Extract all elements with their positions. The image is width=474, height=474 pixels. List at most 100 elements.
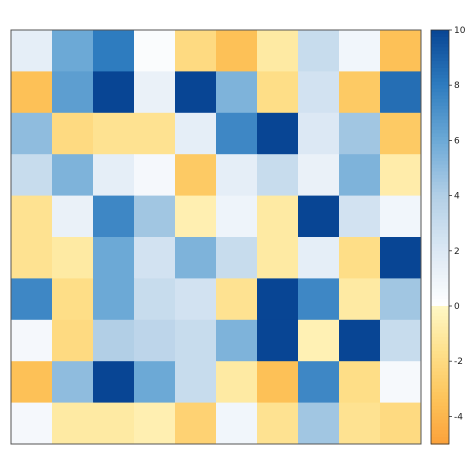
colorbar-segment	[431, 33, 449, 38]
heatmap-cell	[380, 30, 422, 72]
colorbar-segment	[431, 381, 449, 386]
colorbar-segment	[431, 323, 449, 328]
colorbar-segment	[431, 188, 449, 193]
heatmap-cell	[298, 237, 340, 279]
colorbar-segment	[431, 409, 449, 414]
heatmap-cell	[175, 195, 217, 238]
colorbar-segment	[431, 92, 449, 97]
heatmap-cell	[52, 30, 94, 72]
heatmap-cell	[93, 319, 135, 362]
colorbar-tick-label: 2	[454, 247, 460, 257]
heatmap-cell	[257, 237, 299, 279]
colorbar-segment	[431, 426, 449, 431]
colorbar-segment	[431, 257, 449, 262]
colorbar-segment	[431, 143, 449, 148]
heatmap-cells	[11, 30, 422, 445]
colorbar-segment	[431, 281, 449, 286]
colorbar-segment	[431, 88, 449, 93]
colorbar-segment	[431, 54, 449, 59]
colorbar-segment	[431, 388, 449, 393]
colorbar-segment	[431, 130, 449, 135]
heatmap-cell	[134, 361, 176, 404]
colorbar-segment	[431, 337, 449, 342]
colorbar-segment	[431, 136, 449, 141]
colorbar-segment	[431, 250, 449, 255]
colorbar-segment	[431, 226, 449, 231]
colorbar-segment	[431, 247, 449, 252]
heatmap-cell	[11, 319, 53, 362]
heatmap-cell	[175, 278, 217, 321]
colorbar-segment	[431, 81, 449, 86]
colorbar-tick-label: -2	[454, 357, 463, 367]
colorbar-segment	[431, 171, 449, 176]
heatmap-cell	[11, 71, 53, 114]
colorbar-segment	[431, 161, 449, 166]
colorbar-segment	[431, 288, 449, 293]
heatmap-cell	[216, 195, 258, 238]
heatmap-cell	[216, 402, 258, 445]
heatmap-cell	[134, 402, 176, 445]
colorbar-segment	[431, 371, 449, 376]
plot-frame	[10, 29, 422, 445]
colorbar-segment	[431, 78, 449, 83]
heatmap-cell	[257, 195, 299, 238]
heatmap-cell	[257, 112, 299, 155]
colorbar-ticks: 10 8 6 4 2 0 -2 -4	[449, 26, 466, 422]
colorbar-segment	[431, 243, 449, 248]
heatmap-cell	[216, 112, 258, 155]
heatmap-cell	[175, 71, 217, 114]
colorbar-segment	[431, 271, 449, 276]
heatmap-cell	[52, 278, 94, 321]
heatmap-cell	[11, 154, 53, 197]
heatmap-cell	[93, 237, 135, 279]
heatmap-cell	[52, 361, 94, 404]
heatmap-cell	[339, 278, 381, 321]
heatmap-cell	[298, 71, 340, 114]
colorbar-segment	[431, 326, 449, 331]
heatmap-cell	[257, 154, 299, 197]
colorbar-segment	[431, 95, 449, 100]
colorbar-segment	[431, 312, 449, 317]
heatmap-cell	[380, 195, 422, 238]
colorbar-segment	[431, 85, 449, 90]
heatmap-cell	[134, 237, 176, 279]
colorbar-segment	[431, 237, 449, 242]
colorbar-segment	[431, 433, 449, 438]
colorbar-segment	[431, 319, 449, 324]
heatmap-cell	[298, 402, 340, 445]
colorbar-segment	[431, 233, 449, 238]
heatmap-cell	[175, 237, 217, 279]
heatmap-cell	[93, 112, 135, 155]
heatmap-cell	[52, 402, 94, 445]
colorbar-segment	[431, 168, 449, 173]
colorbar-segment	[431, 412, 449, 417]
heatmap-cell	[93, 154, 135, 197]
heatmap-cell	[216, 30, 258, 72]
colorbar-segment	[431, 437, 449, 442]
heatmap-cell	[175, 30, 217, 72]
colorbar-segment	[431, 216, 449, 221]
colorbar-segment	[431, 99, 449, 104]
colorbar-segment	[431, 395, 449, 400]
heatmap-cell	[380, 361, 422, 404]
heatmap-cell	[339, 71, 381, 114]
colorbar-segment	[431, 230, 449, 235]
colorbar-segment	[431, 133, 449, 138]
heatmap-cell	[52, 195, 94, 238]
colorbar-segment	[431, 278, 449, 283]
colorbar-segment	[431, 330, 449, 335]
heatmap-cell	[11, 112, 53, 155]
heatmap-cell	[339, 30, 381, 72]
colorbar-segment	[431, 154, 449, 159]
colorbar-segment	[431, 357, 449, 362]
colorbar-segment	[431, 30, 449, 35]
heatmap-cell	[216, 154, 258, 197]
colorbar-segment	[431, 361, 449, 366]
heatmap-cell	[134, 154, 176, 197]
colorbar-segment	[431, 333, 449, 338]
colorbar-segment	[431, 368, 449, 373]
colorbar-segment	[431, 364, 449, 369]
heatmap-cell	[175, 319, 217, 362]
colorbar-segment	[431, 40, 449, 45]
